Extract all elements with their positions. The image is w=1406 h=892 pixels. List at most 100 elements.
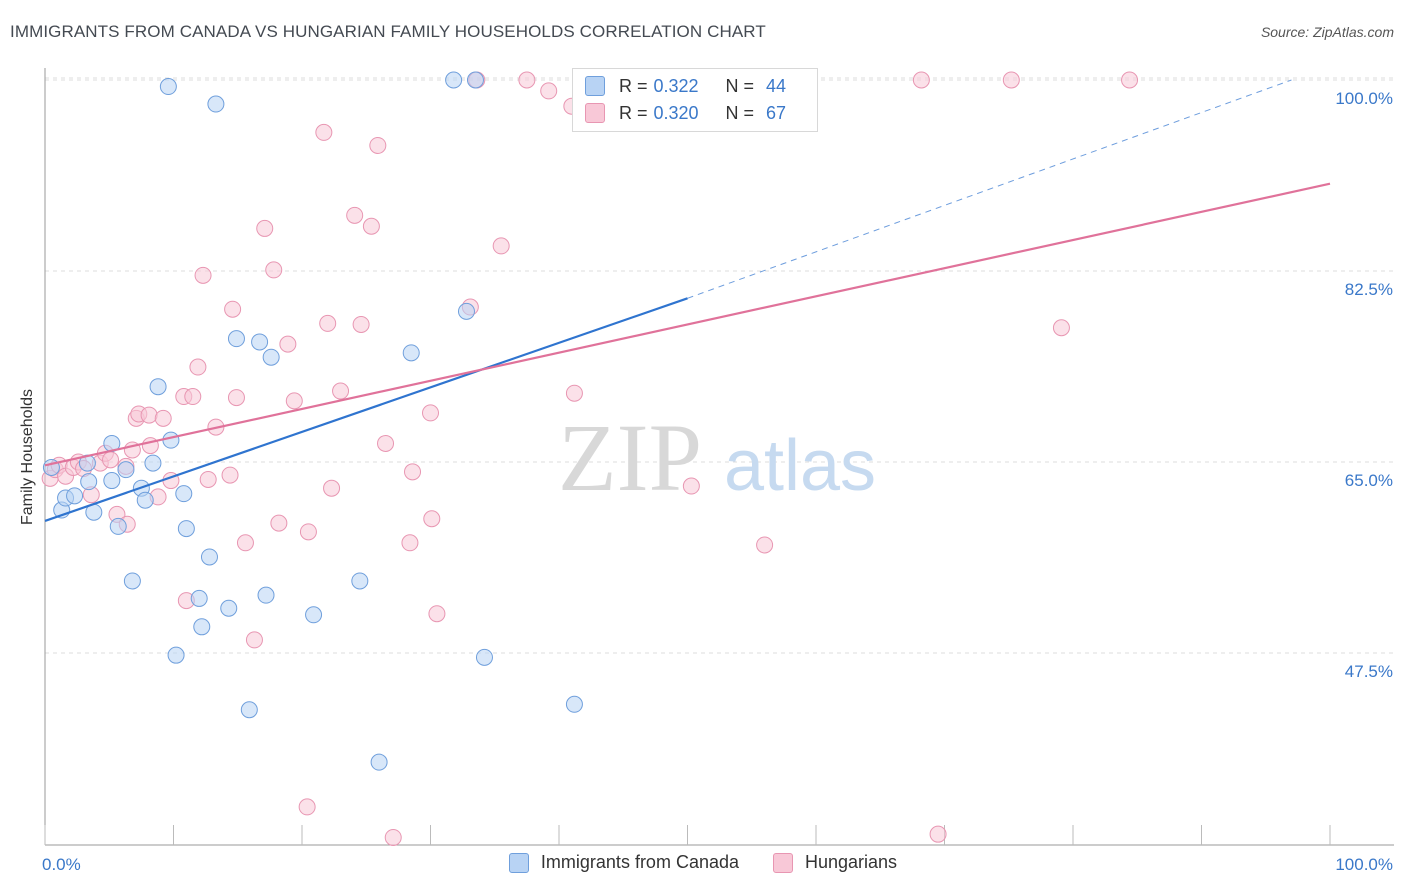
hungarians-point [323, 479, 341, 497]
canada-point [149, 378, 167, 396]
r-label: R = [619, 75, 648, 96]
hungarians-point [1121, 71, 1139, 89]
hungarians-point [224, 300, 242, 318]
hungarians-point [540, 82, 558, 100]
n-value: 44 [766, 75, 787, 96]
hungarians-point [227, 389, 245, 407]
y-tick-label: 65.0% [1345, 471, 1393, 490]
canada-swatch [508, 852, 529, 873]
axes [44, 68, 1394, 846]
canada-point [475, 648, 493, 666]
hungarians-point [423, 510, 441, 528]
x-tick-label: 0.0% [42, 855, 81, 874]
canada-point [370, 753, 388, 771]
chart-title: IMMIGRANTS FROM CANADA VS HUNGARIAN FAMI… [10, 22, 766, 41]
stats-legend: R = 0.322 N = 44 R = 0.320 N = 67 [572, 68, 818, 132]
hungarians-point [929, 825, 947, 843]
hungarians-point [184, 388, 202, 406]
hungarians-point [422, 404, 439, 422]
canada-swatch [585, 76, 605, 96]
hungarians-point [315, 123, 333, 141]
canada-point [351, 572, 369, 590]
hungarians-point [236, 534, 254, 552]
canada-point [109, 517, 127, 535]
hungarians-point [265, 261, 283, 279]
hungarians-point [270, 514, 288, 532]
canada-point [445, 71, 463, 89]
hungarians-point [362, 217, 380, 235]
r-value: 0.322 [653, 75, 699, 96]
hungarians-point [756, 536, 774, 554]
stats-row-canada: R = 0.322 N = 44 [585, 73, 786, 99]
canada-point [257, 586, 275, 604]
canada-point [251, 333, 269, 351]
hungarians-point [221, 466, 239, 484]
n-label: N = [725, 102, 755, 123]
hungarians-point [912, 71, 930, 89]
hungarians-swatch [585, 103, 605, 123]
canada-trendline-extension [687, 79, 1292, 299]
canada-point [207, 95, 225, 113]
hungarians-point [154, 409, 172, 427]
hungarians-point [401, 534, 419, 552]
hungarians-points [41, 71, 1139, 846]
canada-point [159, 78, 177, 96]
legend-item-hungarians[interactable]: Hungarians [773, 852, 897, 873]
hungarians-point [199, 470, 217, 488]
hungarians-point [245, 631, 263, 649]
canada-point [144, 454, 162, 472]
canada-point [466, 71, 484, 89]
source-label: Source: ZipAtlas.com [1260, 24, 1394, 40]
canada-point [402, 344, 420, 362]
hungarians-point [518, 71, 536, 89]
watermark-atlas: atlas [724, 426, 876, 506]
canada-point [240, 701, 258, 719]
hungarians-point [194, 266, 212, 284]
canada-point [220, 599, 238, 617]
stats-row-hungarians: R = 0.320 N = 67 [585, 100, 786, 126]
hungarians-point [299, 523, 317, 541]
hungarians-point [319, 314, 337, 332]
canada-point [227, 330, 245, 348]
hungarians-point [298, 798, 316, 816]
hungarians-point [565, 384, 583, 402]
hungarians-point [285, 392, 303, 410]
canada-point [262, 348, 280, 366]
hungarians-point [682, 477, 700, 495]
canada-point [136, 491, 154, 509]
watermark-zip: ZIP [558, 404, 702, 511]
canada-points [42, 71, 662, 771]
hungarians-point [377, 434, 395, 452]
canada-trendline [44, 297, 688, 522]
r-value: 0.320 [653, 102, 699, 123]
hungarians-point [256, 219, 274, 237]
canada-point [80, 473, 98, 491]
series-legend: Immigrants from Canada Hungarians [0, 852, 1406, 873]
hungarians-point [369, 136, 387, 154]
legend-label-hungarians: Hungarians [805, 852, 898, 872]
n-label: N = [725, 75, 755, 96]
canada-point [103, 472, 121, 490]
hungarians-point [352, 315, 370, 333]
tick-labels: 100.0% 82.5% 65.0% 47.5% 0.0% 100.0% [42, 89, 1393, 874]
legend-label-canada: Immigrants from Canada [540, 852, 739, 872]
hungarians-point [279, 335, 297, 353]
hungarians-point [332, 382, 350, 400]
canada-point [167, 646, 185, 664]
r-label: R = [619, 102, 648, 123]
hungarians-point [1052, 319, 1070, 337]
legend-item-canada[interactable]: Immigrants from Canada [508, 852, 739, 873]
canada-point [190, 589, 208, 607]
canada-point [200, 548, 218, 566]
hungarians-point [428, 605, 446, 623]
y-tick-label: 82.5% [1345, 280, 1393, 299]
canada-point [193, 618, 211, 636]
hungarians-point [384, 828, 402, 846]
canada-point [117, 461, 135, 479]
hungarians-point [404, 463, 422, 481]
hungarians-swatch [773, 852, 793, 873]
canada-point [457, 302, 475, 320]
x-tick-label: 100.0% [1335, 855, 1393, 874]
hungarians-point [346, 206, 364, 224]
